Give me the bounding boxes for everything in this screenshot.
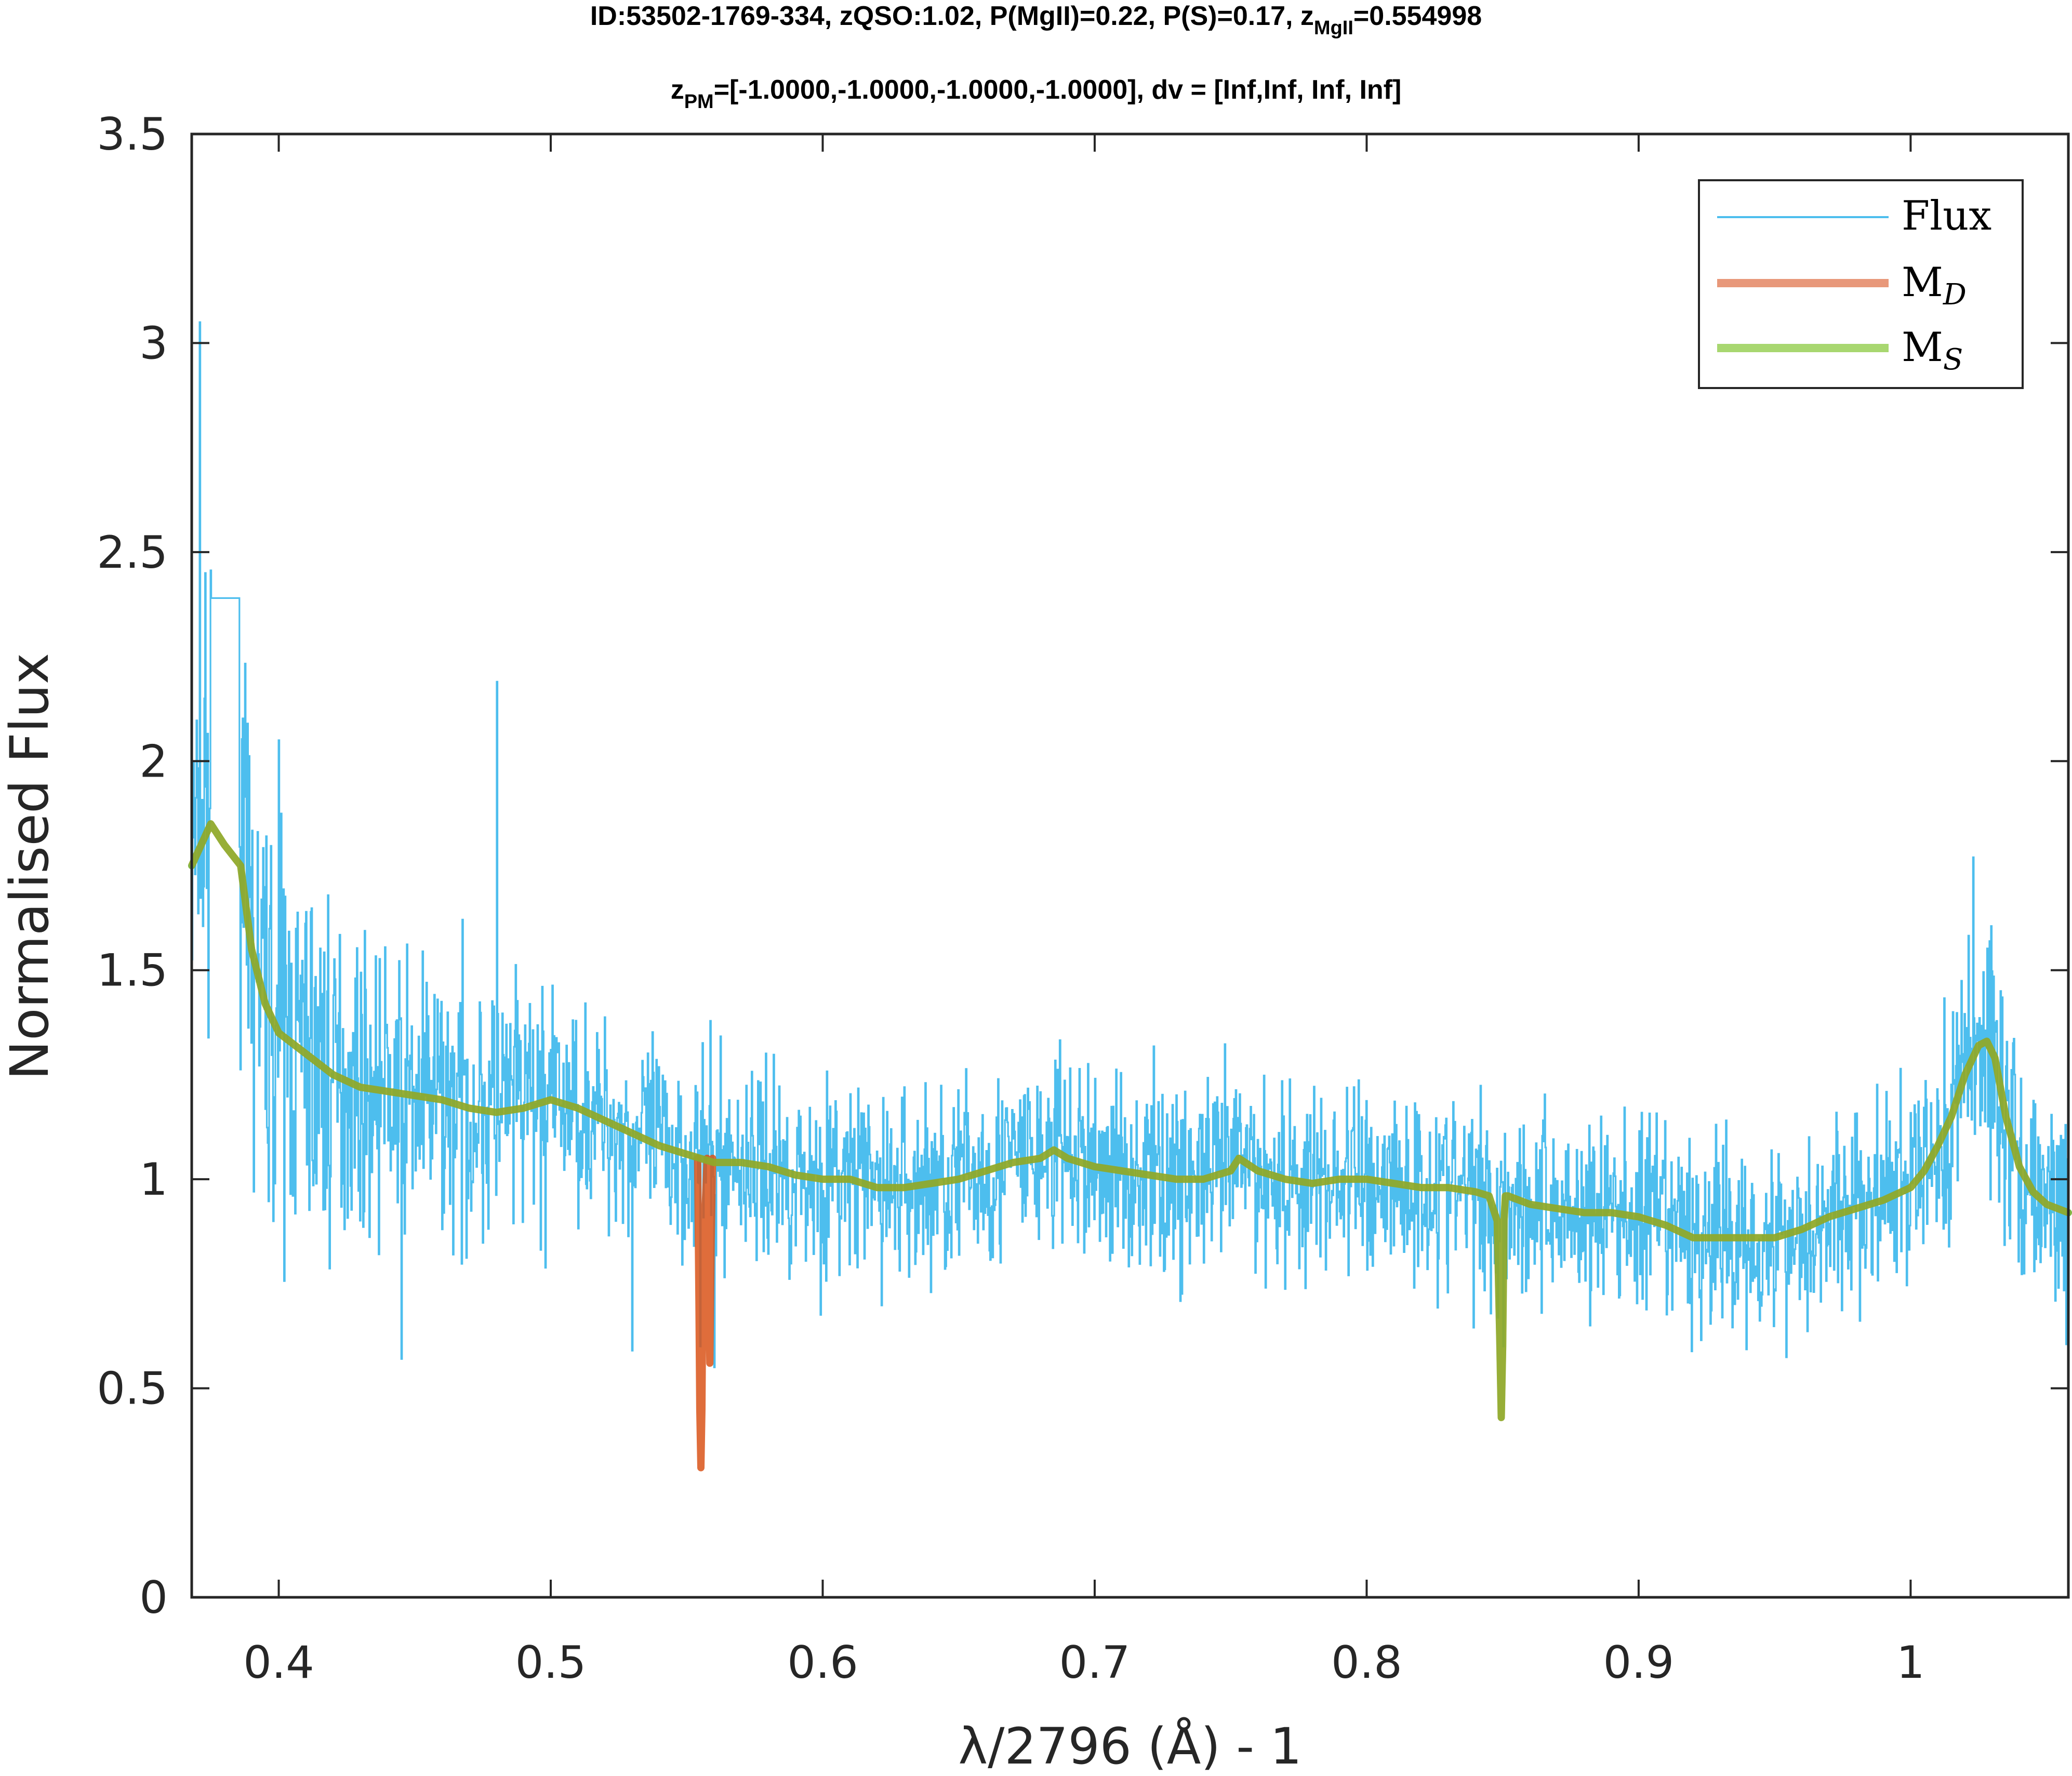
title-line-1-tail: =0.554998	[1353, 1, 1482, 31]
y-tick-label: 2	[139, 736, 168, 787]
y-axis-label: Normalised Flux	[0, 653, 61, 1080]
x-tick-label: 0.5	[515, 1637, 587, 1689]
x-tick-label: 0.4	[243, 1637, 314, 1689]
series-flux-line	[191, 321, 2069, 1368]
y-tick-label: 2.5	[97, 527, 168, 579]
title-line-2-tail: =[-1.0000,-1.0000,-1.0000,-1.0000], dv =…	[714, 75, 1402, 105]
series-layer	[188, 321, 2072, 1472]
chart-title-line-2: zPM=[-1.0000,-1.0000,-1.0000,-1.0000], d…	[671, 75, 1402, 113]
y-tick-label: 1	[139, 1154, 168, 1206]
y-tick-label: 3.5	[97, 109, 168, 161]
y-tick-label: 3	[139, 317, 168, 369]
x-tick-label: 1	[1896, 1637, 1925, 1689]
x-tick-label: 0.6	[787, 1637, 858, 1689]
y-tick-label: 0	[139, 1572, 168, 1624]
title-line-1-subscript: MgII	[1314, 17, 1353, 39]
y-tick-label: 0.5	[97, 1363, 168, 1415]
title-line-2-subscript: PM	[684, 91, 714, 113]
x-tick-label: 0.7	[1059, 1637, 1131, 1689]
legend: Flux MD MS	[1698, 179, 2024, 389]
x-tick-label: 0.9	[1603, 1637, 1675, 1689]
x-tick-label: 0.8	[1331, 1637, 1402, 1689]
title-line-2-head: z	[671, 75, 684, 105]
title-line-1-main: ID:53502-1769-334, zQSO:1.02, P(MgII)=0.…	[590, 1, 1314, 31]
y-tick-label: 1.5	[97, 945, 168, 997]
chart-title-line-1: ID:53502-1769-334, zQSO:1.02, P(MgII)=0.…	[590, 1, 1482, 39]
plot-frame	[190, 132, 2070, 1599]
ticks-layer: 0.4 0.5 0.6 0.7 0.8 0.9 1 0 0.5 1 1.5 2 2.5 3 3.5	[97, 109, 2068, 1689]
x-axis-label: λ/2796 (Å) - 1	[958, 1717, 1301, 1775]
series-model-d-line	[694, 1154, 716, 1472]
series-model-overlap-line	[188, 820, 2070, 1421]
legend-label-flux: Flux	[1902, 193, 1991, 239]
series-model-s-line	[188, 820, 2072, 1421]
